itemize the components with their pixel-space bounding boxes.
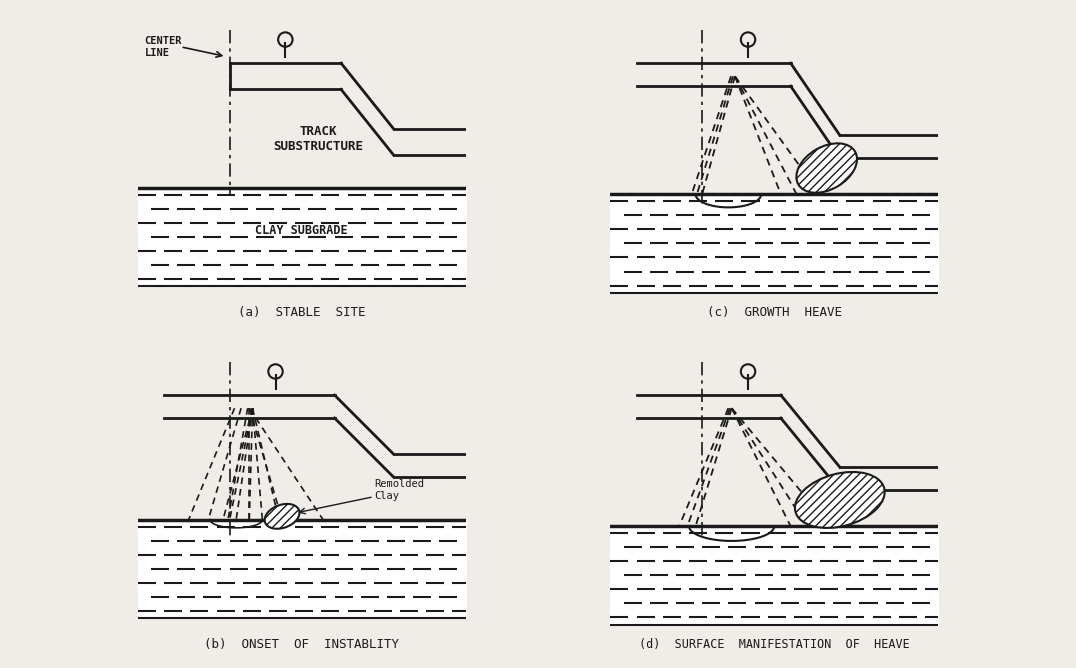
Text: CLAY SUBGRADE: CLAY SUBGRADE — [255, 224, 348, 237]
Text: (b)  ONSET  OF  INSTABLITY: (b) ONSET OF INSTABLITY — [204, 638, 399, 651]
Text: CENTER
LINE: CENTER LINE — [144, 36, 182, 57]
Ellipse shape — [795, 472, 884, 528]
Ellipse shape — [265, 504, 299, 529]
Text: (c)  GROWTH  HEAVE: (c) GROWTH HEAVE — [707, 306, 841, 319]
Text: (d)  SURFACE  MANIFESTATION  OF  HEAVE: (d) SURFACE MANIFESTATION OF HEAVE — [639, 638, 909, 651]
Ellipse shape — [796, 144, 856, 193]
Text: Remolded
Clay: Remolded Clay — [373, 480, 424, 501]
Text: TRACK
SUBSTRUCTURE: TRACK SUBSTRUCTURE — [273, 124, 363, 152]
Text: (a)  STABLE  SITE: (a) STABLE SITE — [238, 306, 366, 319]
